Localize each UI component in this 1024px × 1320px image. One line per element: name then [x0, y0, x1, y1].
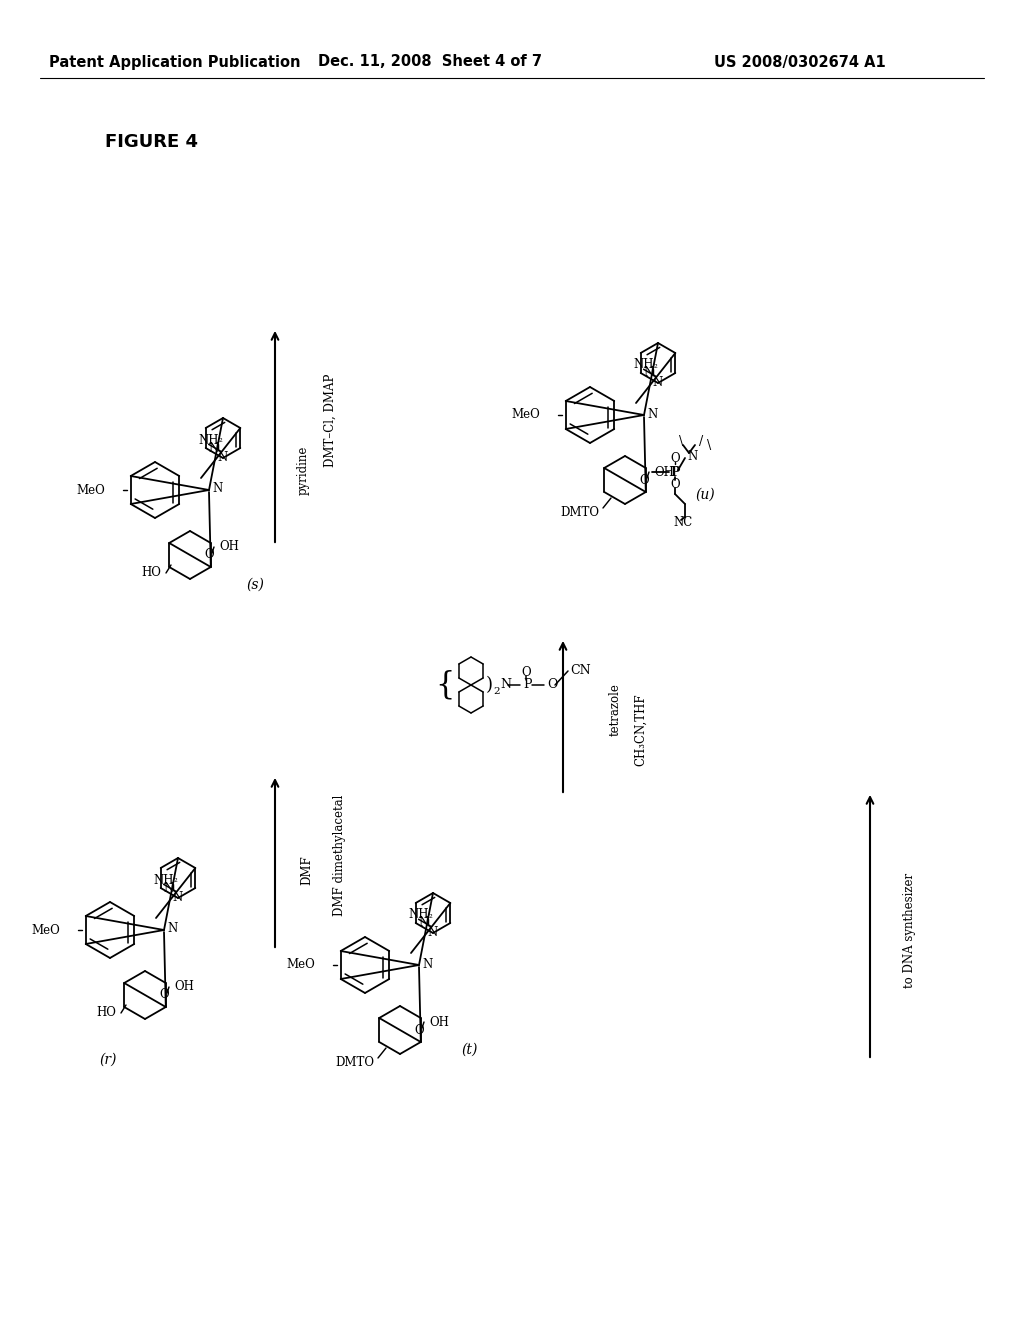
Text: P: P: [671, 466, 680, 479]
Text: N: N: [212, 483, 222, 495]
Text: O: O: [547, 678, 557, 692]
Text: CN: CN: [570, 664, 591, 677]
Text: {: {: [435, 669, 455, 701]
Text: US 2008/0302674 A1: US 2008/0302674 A1: [714, 54, 886, 70]
Text: (t): (t): [462, 1043, 478, 1057]
Text: /: /: [698, 436, 703, 449]
Text: DMTO: DMTO: [560, 506, 599, 519]
Text: MeO: MeO: [32, 924, 60, 936]
Text: MeO: MeO: [287, 958, 315, 972]
Text: N: N: [218, 451, 228, 465]
Text: O: O: [521, 665, 530, 678]
Text: N: N: [167, 923, 177, 936]
Text: NH: NH: [199, 433, 219, 446]
Text: Dec. 11, 2008  Sheet 4 of 7: Dec. 11, 2008 Sheet 4 of 7: [318, 54, 542, 70]
Text: ₂: ₂: [654, 360, 657, 370]
Text: tetrazole: tetrazole: [608, 684, 622, 737]
Text: \: \: [707, 440, 711, 453]
Text: O: O: [204, 549, 214, 561]
Text: OH: OH: [429, 1015, 449, 1028]
Text: HO: HO: [96, 1006, 116, 1019]
Text: N: N: [500, 678, 511, 692]
Text: ₂: ₂: [219, 436, 223, 445]
Text: N: N: [687, 450, 697, 462]
Text: (u): (u): [695, 488, 715, 502]
Text: N: N: [164, 882, 174, 895]
Text: NH: NH: [634, 359, 654, 371]
Text: N: N: [419, 916, 429, 929]
Text: pyridine: pyridine: [297, 445, 309, 495]
Text: CH₃CN,THF: CH₃CN,THF: [635, 694, 647, 767]
Text: ₂: ₂: [429, 911, 433, 920]
Text: to DNA synthesizer: to DNA synthesizer: [903, 873, 916, 987]
Text: \: \: [679, 436, 683, 449]
Text: NH: NH: [409, 908, 429, 921]
Text: HO: HO: [141, 566, 161, 579]
Text: ₂: ₂: [174, 875, 178, 884]
Text: P: P: [523, 678, 531, 692]
Text: Patent Application Publication: Patent Application Publication: [49, 54, 301, 70]
Text: OH: OH: [219, 540, 239, 553]
Text: DMT–Cl, DMAP: DMT–Cl, DMAP: [324, 374, 337, 467]
Text: DMF dimethylacetal: DMF dimethylacetal: [334, 795, 346, 916]
Text: DMTO: DMTO: [335, 1056, 374, 1068]
Text: NH: NH: [154, 874, 174, 887]
Text: DMF: DMF: [300, 855, 313, 884]
Text: N: N: [644, 367, 654, 380]
Text: OH: OH: [654, 466, 674, 479]
Text: O: O: [414, 1023, 424, 1036]
Text: (s): (s): [246, 578, 264, 591]
Text: N: N: [422, 957, 432, 970]
Text: O: O: [670, 478, 680, 491]
Text: NC: NC: [673, 516, 692, 528]
Text: FIGURE 4: FIGURE 4: [105, 133, 198, 150]
Text: O: O: [159, 989, 169, 1002]
Text: O: O: [639, 474, 649, 487]
Text: N: N: [173, 891, 183, 904]
Text: ): ): [486, 676, 493, 694]
Text: OH: OH: [174, 981, 194, 994]
Text: N: N: [647, 408, 657, 421]
Text: O: O: [670, 453, 680, 466]
Text: N: N: [653, 376, 664, 389]
Text: (r): (r): [99, 1053, 117, 1067]
Text: N: N: [209, 441, 219, 454]
Text: N: N: [428, 927, 438, 939]
Text: MeO: MeO: [76, 483, 105, 496]
Text: MeO: MeO: [511, 408, 540, 421]
Text: 2: 2: [493, 688, 500, 697]
